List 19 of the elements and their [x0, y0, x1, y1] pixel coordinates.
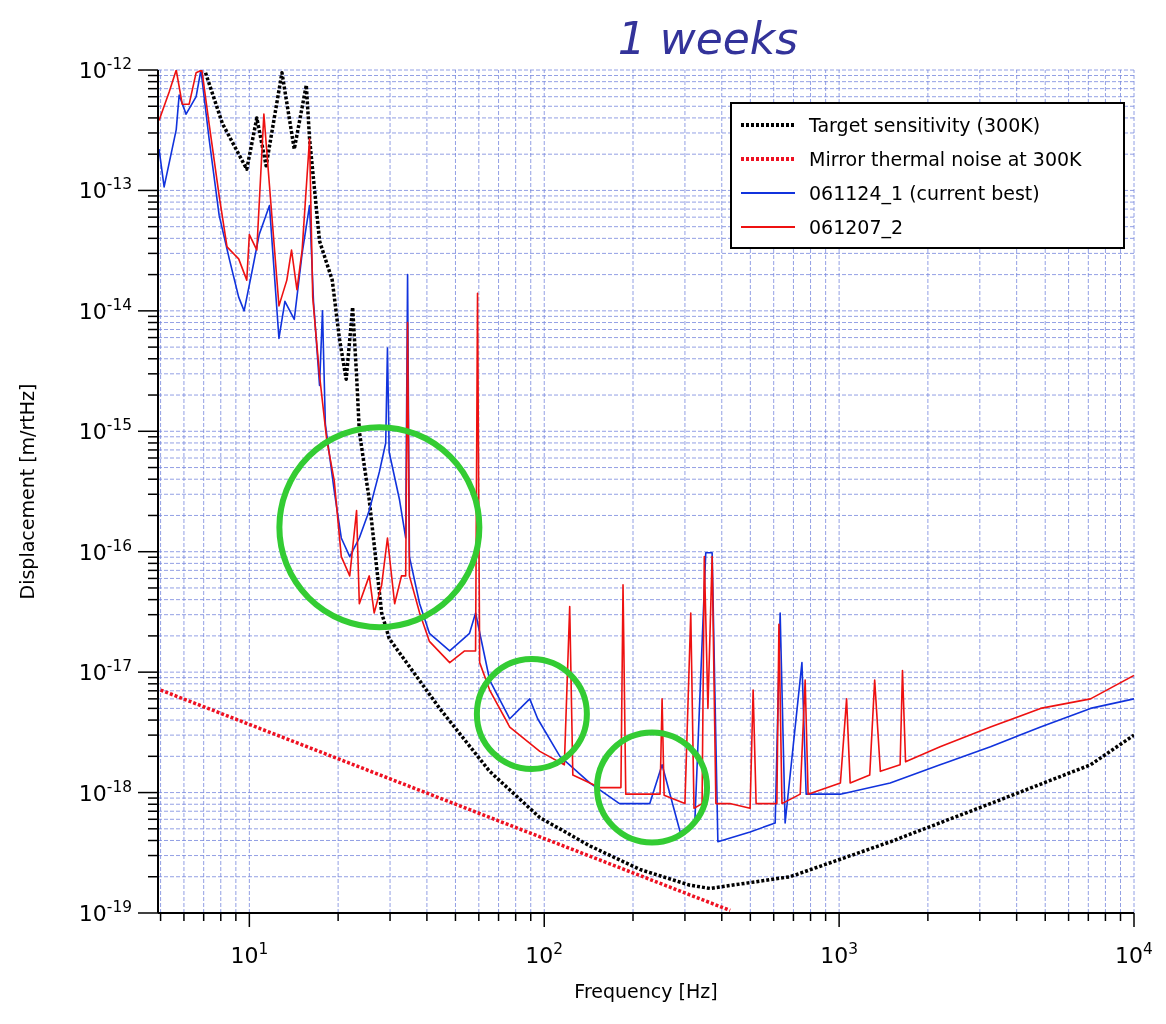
x-tick-label: 10$^{4}$	[1115, 940, 1153, 968]
legend-label: 061207_2	[809, 216, 904, 239]
y-tick-label: 10$^{-18}$	[78, 777, 132, 806]
x-tick-label: 10$^{2}$	[525, 940, 564, 968]
y-tick-label: 10$^{-14}$	[78, 295, 132, 324]
y-tick-label: 10$^{-13}$	[78, 175, 132, 204]
legend-label: Target sensitivity (300K)	[808, 114, 1041, 136]
chart-title: 1 weeks	[617, 13, 799, 64]
legend-label: Mirror thermal noise at 300K	[809, 148, 1083, 170]
y-tick-label: 10$^{-17}$	[78, 657, 132, 686]
y-axis-title: Displacement [m/rtHz]	[16, 383, 38, 600]
y-tick-label: 10$^{-12}$	[78, 55, 132, 83]
x-axis-title: Frequency [Hz]	[574, 980, 718, 1002]
y-tick-label: 10$^{-15}$	[78, 416, 132, 445]
y-tick-label: 10$^{-16}$	[78, 536, 132, 565]
x-tick-label: 10$^{3}$	[820, 940, 859, 968]
y-tick-label: 10$^{-19}$	[78, 898, 132, 926]
legend-label: 061124_1 (current best)	[809, 182, 1040, 205]
x-tick-label: 10$^{1}$	[230, 940, 269, 968]
